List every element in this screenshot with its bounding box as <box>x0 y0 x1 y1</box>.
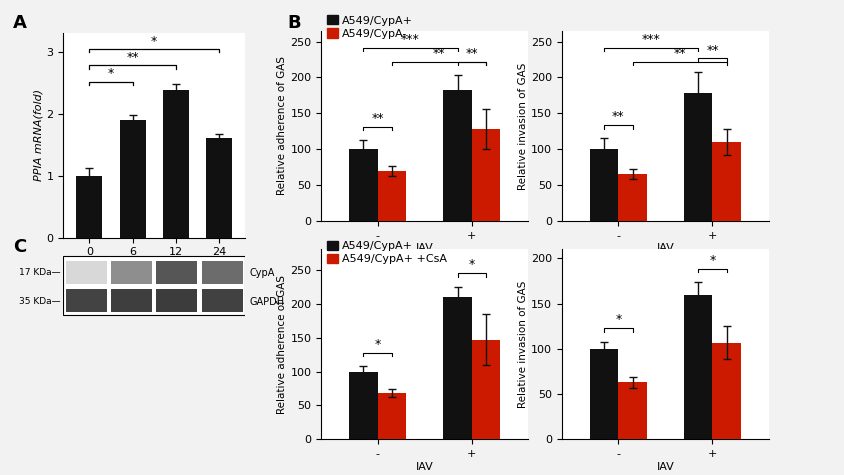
Text: **: ** <box>432 47 445 60</box>
Text: **: ** <box>706 44 718 57</box>
Text: B: B <box>287 14 300 32</box>
Legend: A549/CypA+, A549/CypA-: A549/CypA+, A549/CypA- <box>327 15 413 39</box>
Text: *: * <box>151 35 157 48</box>
Text: 35 KDa—: 35 KDa— <box>19 297 61 306</box>
Bar <box>76 176 102 238</box>
Bar <box>443 90 471 221</box>
Bar <box>377 393 405 439</box>
Bar <box>443 297 471 439</box>
Bar <box>711 342 740 439</box>
Text: **: ** <box>465 47 478 60</box>
Text: C: C <box>13 238 26 256</box>
Bar <box>111 261 152 285</box>
Text: A: A <box>13 14 26 32</box>
Y-axis label: Relative invasion of GAS: Relative invasion of GAS <box>517 281 528 408</box>
Bar <box>618 174 646 221</box>
Text: *: * <box>708 254 715 267</box>
Bar <box>684 294 711 439</box>
Text: *: * <box>468 258 474 272</box>
Bar <box>377 171 405 221</box>
Text: ***: *** <box>641 33 660 46</box>
Bar <box>202 261 242 285</box>
X-axis label: IAV: IAV <box>415 462 433 472</box>
Bar <box>471 340 500 439</box>
Bar <box>66 289 106 313</box>
Text: *: * <box>374 338 381 351</box>
X-axis label: IAV(h): IAV(h) <box>138 260 170 270</box>
Bar <box>202 289 242 313</box>
Text: GAPDH: GAPDH <box>249 296 284 307</box>
Legend: A549/CypA+, A549/CypA+ +CsA: A549/CypA+, A549/CypA+ +CsA <box>327 241 446 265</box>
Y-axis label: Relative invasion of GAS: Relative invasion of GAS <box>517 62 528 190</box>
X-axis label: IAV: IAV <box>656 462 674 472</box>
Text: *: * <box>614 314 621 326</box>
Bar <box>163 90 188 238</box>
Text: ***: *** <box>401 33 419 46</box>
Bar <box>156 289 197 313</box>
Bar <box>684 93 711 221</box>
Bar <box>120 120 145 238</box>
Bar <box>63 256 245 314</box>
Bar <box>156 261 197 285</box>
Bar <box>111 289 152 313</box>
Text: *: * <box>108 67 114 80</box>
Text: **: ** <box>611 110 624 123</box>
Bar <box>711 142 740 221</box>
Text: **: ** <box>673 47 685 60</box>
Bar <box>589 149 618 221</box>
Bar <box>349 371 377 439</box>
Bar <box>589 349 618 439</box>
Bar <box>206 139 232 238</box>
Bar <box>471 129 500 221</box>
Bar <box>618 382 646 439</box>
Y-axis label: Relative adherence of GAS: Relative adherence of GAS <box>277 57 287 195</box>
Text: CypA: CypA <box>249 268 274 278</box>
Y-axis label: PPIA mRNA(fold): PPIA mRNA(fold) <box>34 89 44 181</box>
Bar <box>349 149 377 221</box>
X-axis label: IAV: IAV <box>415 243 433 253</box>
Bar <box>66 261 106 285</box>
Text: 17 KDa—: 17 KDa— <box>19 268 61 277</box>
Text: **: ** <box>127 51 138 64</box>
Text: **: ** <box>371 112 383 124</box>
Y-axis label: Relative adherence of GAS: Relative adherence of GAS <box>277 275 287 414</box>
X-axis label: IAV: IAV <box>656 243 674 253</box>
